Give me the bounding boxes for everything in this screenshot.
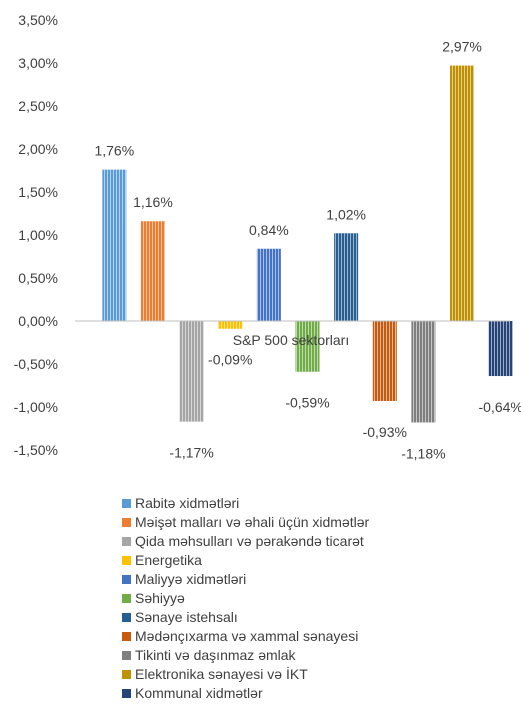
bar-texture [218,321,243,329]
legend-item: Mədənçıxarma və xammal sənayesi [122,627,369,646]
legend-swatch [122,575,131,584]
legend-swatch [122,632,131,641]
bar-texture [411,321,436,423]
bar-texture [488,321,513,377]
data-label: 0,84% [249,222,289,238]
y-tick-label: -1,00% [14,399,58,415]
y-tick-label: 2,50% [18,98,58,114]
y-tick-label: 3,50% [18,12,58,28]
data-label: 2,97% [442,39,482,55]
y-axis-tick-labels: 3,50% 3,00% 2,50% 2,00% 1,50% 1,00% 0,50% 0,00%… [14,12,58,458]
bar-texture [372,321,397,401]
y-tick-label: 0,50% [18,270,58,286]
legend-label: Mədənçıxarma və xammal sənayesi [135,628,359,644]
data-label: -0,93% [363,424,407,440]
legend-item: Tikinti və daşınmaz əmlak [122,646,369,665]
legend-item: Qida məhsulları və pərakəndə ticarət [122,532,369,551]
legend-swatch [122,651,131,660]
x-axis-title: S&P 500 sektorları [233,332,349,348]
data-label: -1,17% [169,445,213,461]
legend-swatch [122,613,131,622]
data-label: 1,16% [133,194,173,210]
legend-item: Energetika [122,551,369,570]
data-label: -0,09% [208,352,252,368]
bar-texture [140,221,165,321]
legend-swatch [122,689,131,698]
legend: Rabitə xidmətləri Məişət malları və əhali… [122,494,369,703]
data-label: -0,59% [285,395,329,411]
bar-texture [295,321,320,372]
data-labels: 1,76% 1,16% -1,17% -0,09% 0,84% -0,59% 1,02% -0… [94,39,521,462]
legend-item: Maliyyə xidmətləri [122,570,369,589]
legend-item: Rabitə xidmətləri [122,494,369,513]
legend-label: Rabitə xidmətləri [135,495,240,511]
legend-label: Qida məhsulları və pərakəndə ticarət [135,533,364,549]
y-tick-label: 3,00% [18,55,58,71]
legend-label: Energetika [135,552,202,568]
bar-texture [334,233,359,321]
y-tick-label: 0,00% [18,313,58,329]
legend-label: Tikinti və daşınmaz əmlak [135,647,296,663]
data-label: -1,18% [401,445,445,461]
y-tick-label: 2,00% [18,141,58,157]
bars [102,65,513,423]
legend-swatch [122,594,131,603]
bar-chart: 3,50% 3,00% 2,50% 2,00% 1,50% 1,00% 0,50% 0,00%… [14,12,521,462]
y-tick-label: 1,00% [18,227,58,243]
legend-item: Sənaye istehsalı [122,608,369,627]
bar-texture [179,321,204,422]
bar-texture [256,248,281,321]
legend-item: Elektronika sənayesi və İKT [122,665,369,684]
data-label: -0,64% [479,399,521,415]
bar-texture [102,169,127,321]
legend-item: Kommunal xidmətlər [122,684,369,703]
legend-label: Səhiyyə [135,590,185,606]
legend-swatch [122,670,131,679]
legend-swatch [122,537,131,546]
legend-label: Kommunal xidmətlər [135,685,263,701]
legend-swatch [122,499,131,508]
legend-label: Elektronika sənayesi və İKT [135,666,308,682]
legend-label: Məişət malları və əhali üçün xidmətlər [135,514,370,530]
legend-label: Sənaye istehsalı [135,609,238,625]
y-tick-label: -1,50% [14,442,58,458]
y-tick-label: -0,50% [14,356,58,372]
data-label: 1,76% [94,143,134,159]
legend-label: Maliyyə xidmətləri [135,571,247,587]
bar-texture [450,65,475,321]
legend-item: Səhiyyə [122,589,369,608]
legend-swatch [122,556,131,565]
legend-item: Məişət malları və əhali üçün xidmətlər [122,513,369,532]
y-tick-label: 1,50% [18,184,58,200]
legend-swatch [122,518,131,527]
data-label: 1,02% [326,206,366,222]
